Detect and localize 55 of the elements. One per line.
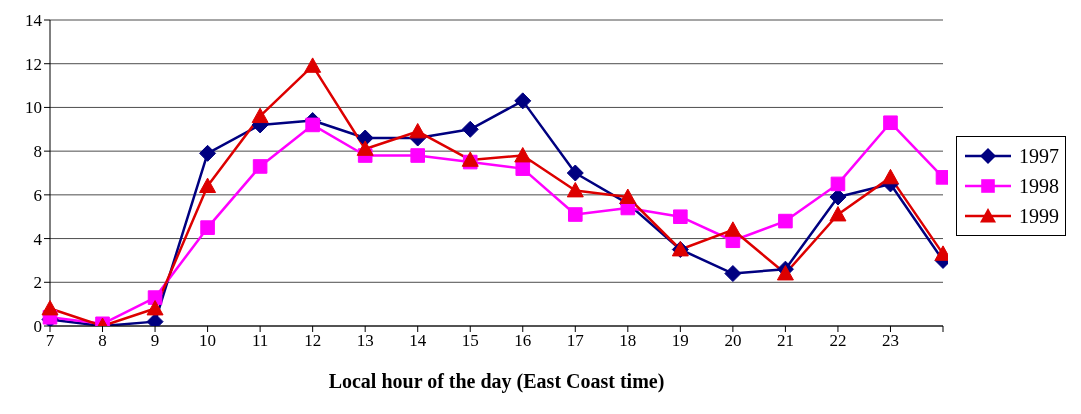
x-tick-label: 17	[566, 331, 585, 351]
point	[724, 265, 742, 283]
point	[410, 148, 426, 163]
x-tick-label: 10	[199, 331, 217, 351]
point	[251, 107, 269, 124]
point	[304, 57, 322, 73]
y-tick-label: 8	[33, 142, 42, 162]
legend-label: 1997	[1019, 144, 1059, 168]
point	[515, 161, 531, 176]
point	[41, 300, 59, 316]
x-tick-label: 7	[45, 331, 55, 351]
point	[514, 92, 532, 110]
y-tick-label: 10	[25, 98, 42, 118]
x-tick-label: 18	[619, 331, 637, 351]
point	[356, 140, 374, 156]
point	[566, 181, 584, 198]
point	[461, 120, 479, 138]
legend-label: 1998	[1019, 174, 1059, 198]
x-tick-label: 9	[150, 331, 160, 351]
x-axis-title: Local hour of the day (East Coast time)	[328, 370, 665, 393]
point	[199, 144, 217, 162]
y-tick-label: 0	[33, 317, 42, 337]
point	[776, 265, 794, 281]
point	[724, 221, 742, 237]
point	[778, 213, 793, 229]
x-tick-label: 22	[829, 331, 847, 351]
point	[830, 176, 846, 192]
x-tick-label: 13	[356, 331, 374, 351]
x-tick-label: 15	[461, 331, 479, 351]
x-tick-label: 20	[724, 331, 742, 351]
y-tick-label: 2	[33, 273, 42, 293]
point	[146, 300, 164, 316]
point	[199, 177, 217, 194]
point	[673, 209, 688, 225]
x-tick-label: 8	[98, 331, 107, 351]
point	[147, 290, 163, 305]
point	[619, 188, 637, 204]
point	[303, 117, 320, 135]
x-tick-label: 11	[251, 331, 269, 351]
y-tick-label: 4	[33, 229, 43, 249]
x-tick-label: 12	[304, 331, 322, 351]
x-tick-label: 14	[409, 331, 427, 351]
x-tick-label: 19	[671, 331, 689, 351]
point	[829, 188, 847, 206]
point	[514, 147, 532, 163]
point	[200, 220, 215, 235]
y-tick-label: 12	[25, 54, 42, 74]
x-tick-label: 16	[514, 331, 532, 351]
point	[881, 168, 899, 185]
x-tick-label: 21	[776, 331, 794, 351]
point	[409, 122, 427, 139]
x-tick-label: 23	[881, 331, 899, 351]
legend-label: 1999	[1019, 204, 1059, 228]
y-tick-label: 6	[33, 185, 42, 205]
y-tick-label: 14	[25, 11, 43, 31]
